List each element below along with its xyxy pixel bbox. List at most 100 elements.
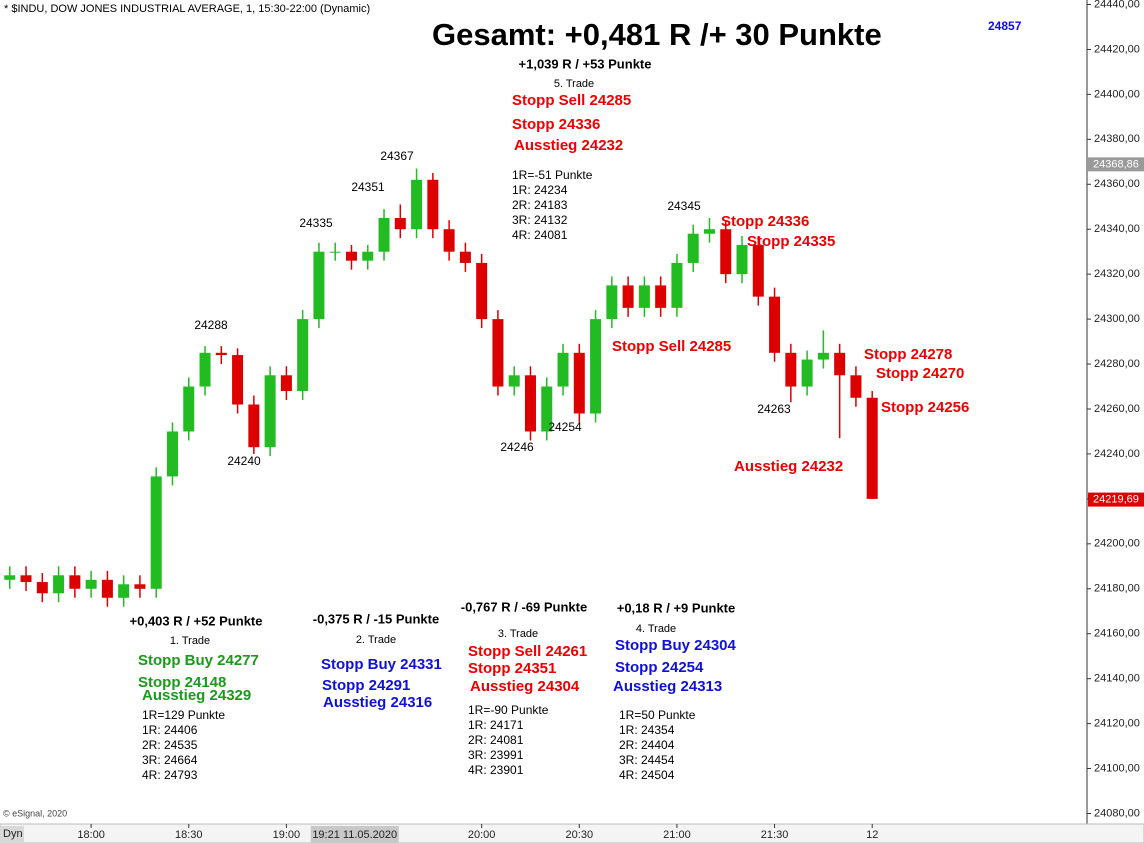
- x-tick-label: 18:00: [77, 829, 105, 841]
- crosshair-label: 19:21 11.05.2020: [312, 829, 397, 841]
- symbol: * $INDU, DOW JONES INDUSTRIAL AVERAGE, 1…: [4, 3, 370, 15]
- trade-r-line: 3R: 24132: [512, 213, 568, 227]
- price-badge: [1088, 157, 1144, 172]
- candle-body: [378, 217, 390, 252]
- chart-note: Stopp 24335: [747, 233, 835, 250]
- y-tick-label: 24200,00: [1094, 538, 1140, 550]
- trade-order: Ausstieg 24316: [323, 694, 432, 711]
- mode: Dyn: [3, 828, 23, 840]
- candle-body: [20, 575, 32, 583]
- candle-body: [508, 375, 520, 387]
- candle-body: [85, 579, 97, 589]
- candle-body: [590, 319, 602, 414]
- candle-body: [769, 296, 781, 353]
- y-tick-label: 24320,00: [1094, 268, 1140, 280]
- y-tick-label: 24100,00: [1094, 762, 1140, 774]
- extreme-label: 24240: [227, 454, 261, 468]
- y-tick-label: 24280,00: [1094, 358, 1140, 370]
- candle-body: [476, 262, 488, 320]
- candle-body: [817, 352, 829, 360]
- y-tick-label: 24080,00: [1094, 807, 1140, 819]
- trade-r-line: 4R: 24504: [619, 768, 675, 782]
- y-tick-label: 24120,00: [1094, 718, 1140, 730]
- trade-r-line: 2R: 24081: [468, 733, 524, 747]
- trade-r-line: 1R=129 Punkte: [142, 708, 225, 722]
- trade-order: Stopp 24148: [138, 674, 226, 691]
- chart-note: Stopp 24256: [881, 399, 969, 416]
- candle-body: [622, 285, 634, 308]
- candle-body: [736, 244, 748, 275]
- candle-body: [638, 285, 650, 308]
- y-tick-label: 24340,00: [1094, 223, 1140, 235]
- extreme-label: 24351: [351, 180, 385, 194]
- trade-order: Stopp 24291: [322, 677, 410, 694]
- trade-result: +1,039 R / +53 Punkte: [519, 56, 652, 71]
- x-tick-label: 12: [866, 829, 878, 841]
- price-badge-label: 24219,69: [1093, 493, 1139, 505]
- trade-r-line: 3R: 24664: [142, 753, 198, 767]
- trade-r-line: 1R=50 Punkte: [619, 708, 696, 722]
- candle-body: [427, 179, 439, 230]
- y-tick-label: 24140,00: [1094, 673, 1140, 685]
- trade-r-line: 4R: 24081: [512, 228, 568, 242]
- copyright: © eSignal, 2020: [3, 808, 67, 818]
- y-tick-label: 24360,00: [1094, 178, 1140, 190]
- candle-body: [801, 359, 813, 387]
- trade-order: Stopp Buy 24331: [321, 656, 442, 673]
- candle-body: [280, 375, 292, 392]
- code: 24857: [988, 19, 1022, 33]
- trade-result: -0,375 R / -15 Punkte: [313, 611, 439, 626]
- crosshair-badge: [310, 826, 399, 843]
- headline: Gesamt: +0,481 R /+ 30 Punkte: [432, 17, 882, 52]
- trade-r-line: 4R: 23901: [468, 763, 524, 777]
- trade-name: 4. Trade: [636, 623, 676, 635]
- candle-body: [492, 319, 504, 387]
- y-tick-label: 24240,00: [1094, 448, 1140, 460]
- trade-order: Stopp 24336: [512, 116, 600, 133]
- candle-body: [183, 386, 195, 432]
- trade-result: -0,767 R / -69 Punkte: [461, 599, 587, 614]
- candle-body: [150, 476, 162, 589]
- extreme-label: 24263: [757, 402, 791, 416]
- candle-body: [134, 584, 146, 589]
- candle-body: [232, 355, 244, 405]
- trade-r-line: 1R: 24406: [142, 723, 198, 737]
- trade-r-line: 1R: 24354: [619, 723, 675, 737]
- chart-note: Stopp 24336: [721, 213, 809, 230]
- trade-name: 5. Trade: [554, 78, 594, 90]
- candle-body: [573, 352, 585, 414]
- time-axis-band: [0, 823, 1144, 843]
- candle-body: [606, 285, 618, 320]
- trade-r-line: 1R=-90 Punkte: [468, 703, 549, 717]
- candle-body: [394, 217, 406, 230]
- candle-body: [199, 352, 211, 387]
- candle-body: [752, 244, 764, 297]
- x-tick-label: 20:30: [566, 829, 594, 841]
- candle-body: [524, 375, 536, 432]
- candle-body: [557, 352, 569, 387]
- trade-r-line: 4R: 24793: [142, 768, 198, 782]
- candle-body: [248, 404, 260, 448]
- extreme-label: 24254: [548, 420, 582, 434]
- candle-body: [264, 375, 276, 448]
- y-tick-label: 24420,00: [1094, 43, 1140, 55]
- candle-body: [329, 251, 341, 253]
- trade-r-line: 1R: 24234: [512, 183, 568, 197]
- candle-body: [4, 575, 16, 580]
- candle-body: [362, 251, 374, 261]
- trade-order: Ausstieg 24329: [142, 687, 251, 704]
- trade-r-line: 1R: 24171: [468, 718, 524, 732]
- x-tick-label: 20:00: [468, 829, 496, 841]
- trade-order: Ausstieg 24304: [470, 678, 580, 695]
- mode-box: [0, 826, 24, 843]
- trade-r-line: 3R: 23991: [468, 748, 524, 762]
- trade-name: 2. Trade: [356, 634, 396, 646]
- trade-name: 3. Trade: [498, 628, 538, 640]
- candle-body: [720, 229, 732, 275]
- trade-order: Ausstieg 24313: [613, 678, 722, 695]
- candle-body: [297, 319, 309, 392]
- candle-body: [785, 352, 797, 387]
- y-tick-label: 24180,00: [1094, 583, 1140, 595]
- trade-result: +0,18 R / +9 Punkte: [617, 600, 736, 615]
